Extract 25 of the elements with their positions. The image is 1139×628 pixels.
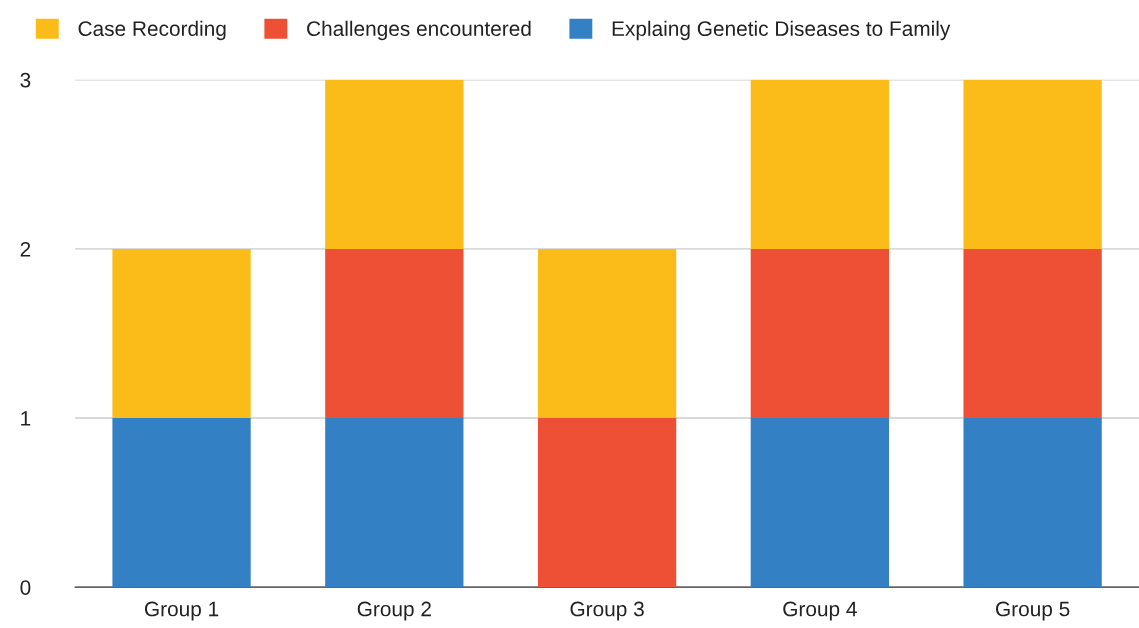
- bar: [325, 418, 464, 588]
- y-tick-label: 0: [20, 580, 31, 595]
- bar: [112, 418, 251, 588]
- bar: [112, 248, 251, 419]
- x-tick-label: Group 2: [357, 601, 431, 621]
- y-tick-label: 1: [21, 411, 31, 426]
- bar: [537, 248, 677, 419]
- x-tick-label: Group 3: [570, 601, 644, 621]
- bar: [750, 79, 889, 249]
- bar: [963, 418, 1102, 588]
- x-tick-label: Group 5: [996, 601, 1070, 621]
- bar: [537, 418, 677, 588]
- bar: [750, 418, 889, 588]
- legend-label: Explaing Genetic Diseases to Family: [612, 20, 951, 41]
- bar: [750, 248, 889, 419]
- x-tick-label: Group 1: [144, 601, 219, 621]
- bar: [325, 79, 464, 249]
- bar: [963, 248, 1102, 419]
- y-tick-label: 3: [20, 72, 31, 88]
- bar: [963, 79, 1102, 249]
- legend-label: Case Recording: [78, 20, 226, 41]
- bar: [325, 248, 464, 419]
- x-tick-label: Group 4: [783, 601, 857, 621]
- legend-label: Challenges encountered: [307, 20, 531, 41]
- y-tick-label: 2: [20, 241, 31, 257]
